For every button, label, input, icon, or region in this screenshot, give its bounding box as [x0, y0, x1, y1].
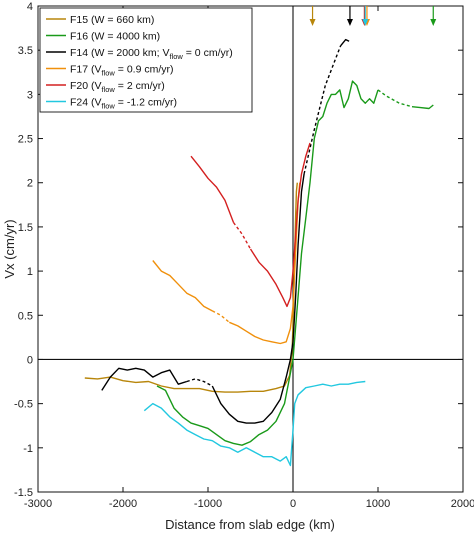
series-3-dashed	[211, 310, 230, 323]
y-tick-label-8: 2.5	[18, 134, 33, 146]
y-tick-label-10: 3.5	[18, 45, 33, 57]
series-1-dashed	[377, 89, 413, 108]
legend-label-1: F16 (W = 4000 km)	[70, 30, 160, 42]
series-4-points	[190, 155, 235, 223]
x-tick-label-4: 1000	[366, 498, 390, 510]
legend-entry-1: F16 (W = 4000 km)	[46, 30, 160, 42]
y-tick-label-0: -1.5	[14, 487, 33, 499]
series-4	[190, 142, 311, 308]
series-5-points	[143, 380, 366, 467]
legend-entry-3: F17 (Vflow = 0.9 cm/yr)	[46, 63, 174, 77]
x-axis-label: Distance from slab edge (km)	[165, 517, 335, 532]
series-2-dashed	[186, 378, 213, 387]
x-tick-label-2: -1000	[194, 498, 222, 510]
series-1	[156, 80, 434, 446]
y-tick-label-3: 0	[27, 354, 33, 366]
y-tick-label-11: 4	[27, 1, 33, 13]
legend-entry-5: F24 (Vflow = -1.2 cm/yr)	[46, 96, 177, 110]
series-2-extra-tail	[340, 38, 350, 47]
series-2-extra-dashed	[303, 45, 342, 175]
series-3-tail	[229, 182, 301, 345]
legend-label-4: F20 (Vflow = 2 cm/yr)	[70, 80, 165, 94]
y-axis-label: Vx (cm/yr)	[2, 219, 17, 278]
series-2	[101, 38, 350, 424]
edge-arrow-2	[346, 6, 353, 26]
series-2-points	[101, 367, 188, 391]
y-tick-label-6: 1.5	[18, 222, 33, 234]
y-tick-label-4: 0.5	[18, 310, 33, 322]
series-2-tail	[211, 173, 305, 424]
legend-entry-4: F20 (Vflow = 2 cm/yr)	[46, 80, 165, 94]
series-0	[84, 182, 298, 393]
x-tick-label-1: -2000	[109, 498, 137, 510]
series-4-tail	[249, 142, 311, 308]
legend-label-2: F14 (W = 2000 km; Vflow = 0 cm/yr)	[70, 47, 233, 61]
y-tick-label-2: -0.5	[14, 399, 33, 411]
series-5	[143, 380, 366, 467]
legend-entry-2: F14 (W = 2000 km; Vflow = 0 cm/yr)	[46, 47, 233, 61]
y-tick-label-1: -1	[23, 443, 33, 455]
edge-arrow-5	[362, 6, 369, 26]
legend-label-5: F24 (Vflow = -1.2 cm/yr)	[70, 96, 177, 110]
legend-box	[39, 7, 253, 113]
edge-arrow-0	[309, 6, 316, 26]
x-tick-label-5: 2000	[451, 498, 474, 510]
x-tick-label-3: 0	[290, 498, 296, 510]
series-3-points	[152, 260, 213, 312]
legend-label-3: F17 (Vflow = 0.9 cm/yr)	[70, 63, 174, 77]
y-tick-label-5: 1	[27, 266, 33, 278]
edge-arrow-1	[430, 6, 437, 26]
plot-frame	[37, 5, 464, 493]
y-tick-label-9: 3	[27, 89, 33, 101]
legend-entry-0: F15 (W = 660 km)	[46, 14, 154, 26]
y-tick-label-7: 2	[27, 178, 33, 190]
series-1-tail	[411, 104, 434, 110]
series-1-points	[156, 80, 379, 446]
legend-label-0: F15 (W = 660 km)	[70, 14, 154, 26]
series-3	[152, 182, 301, 345]
x-tick-label-0: -3000	[24, 498, 52, 510]
series-4-dashed	[232, 222, 252, 250]
series-0-points	[84, 182, 298, 393]
